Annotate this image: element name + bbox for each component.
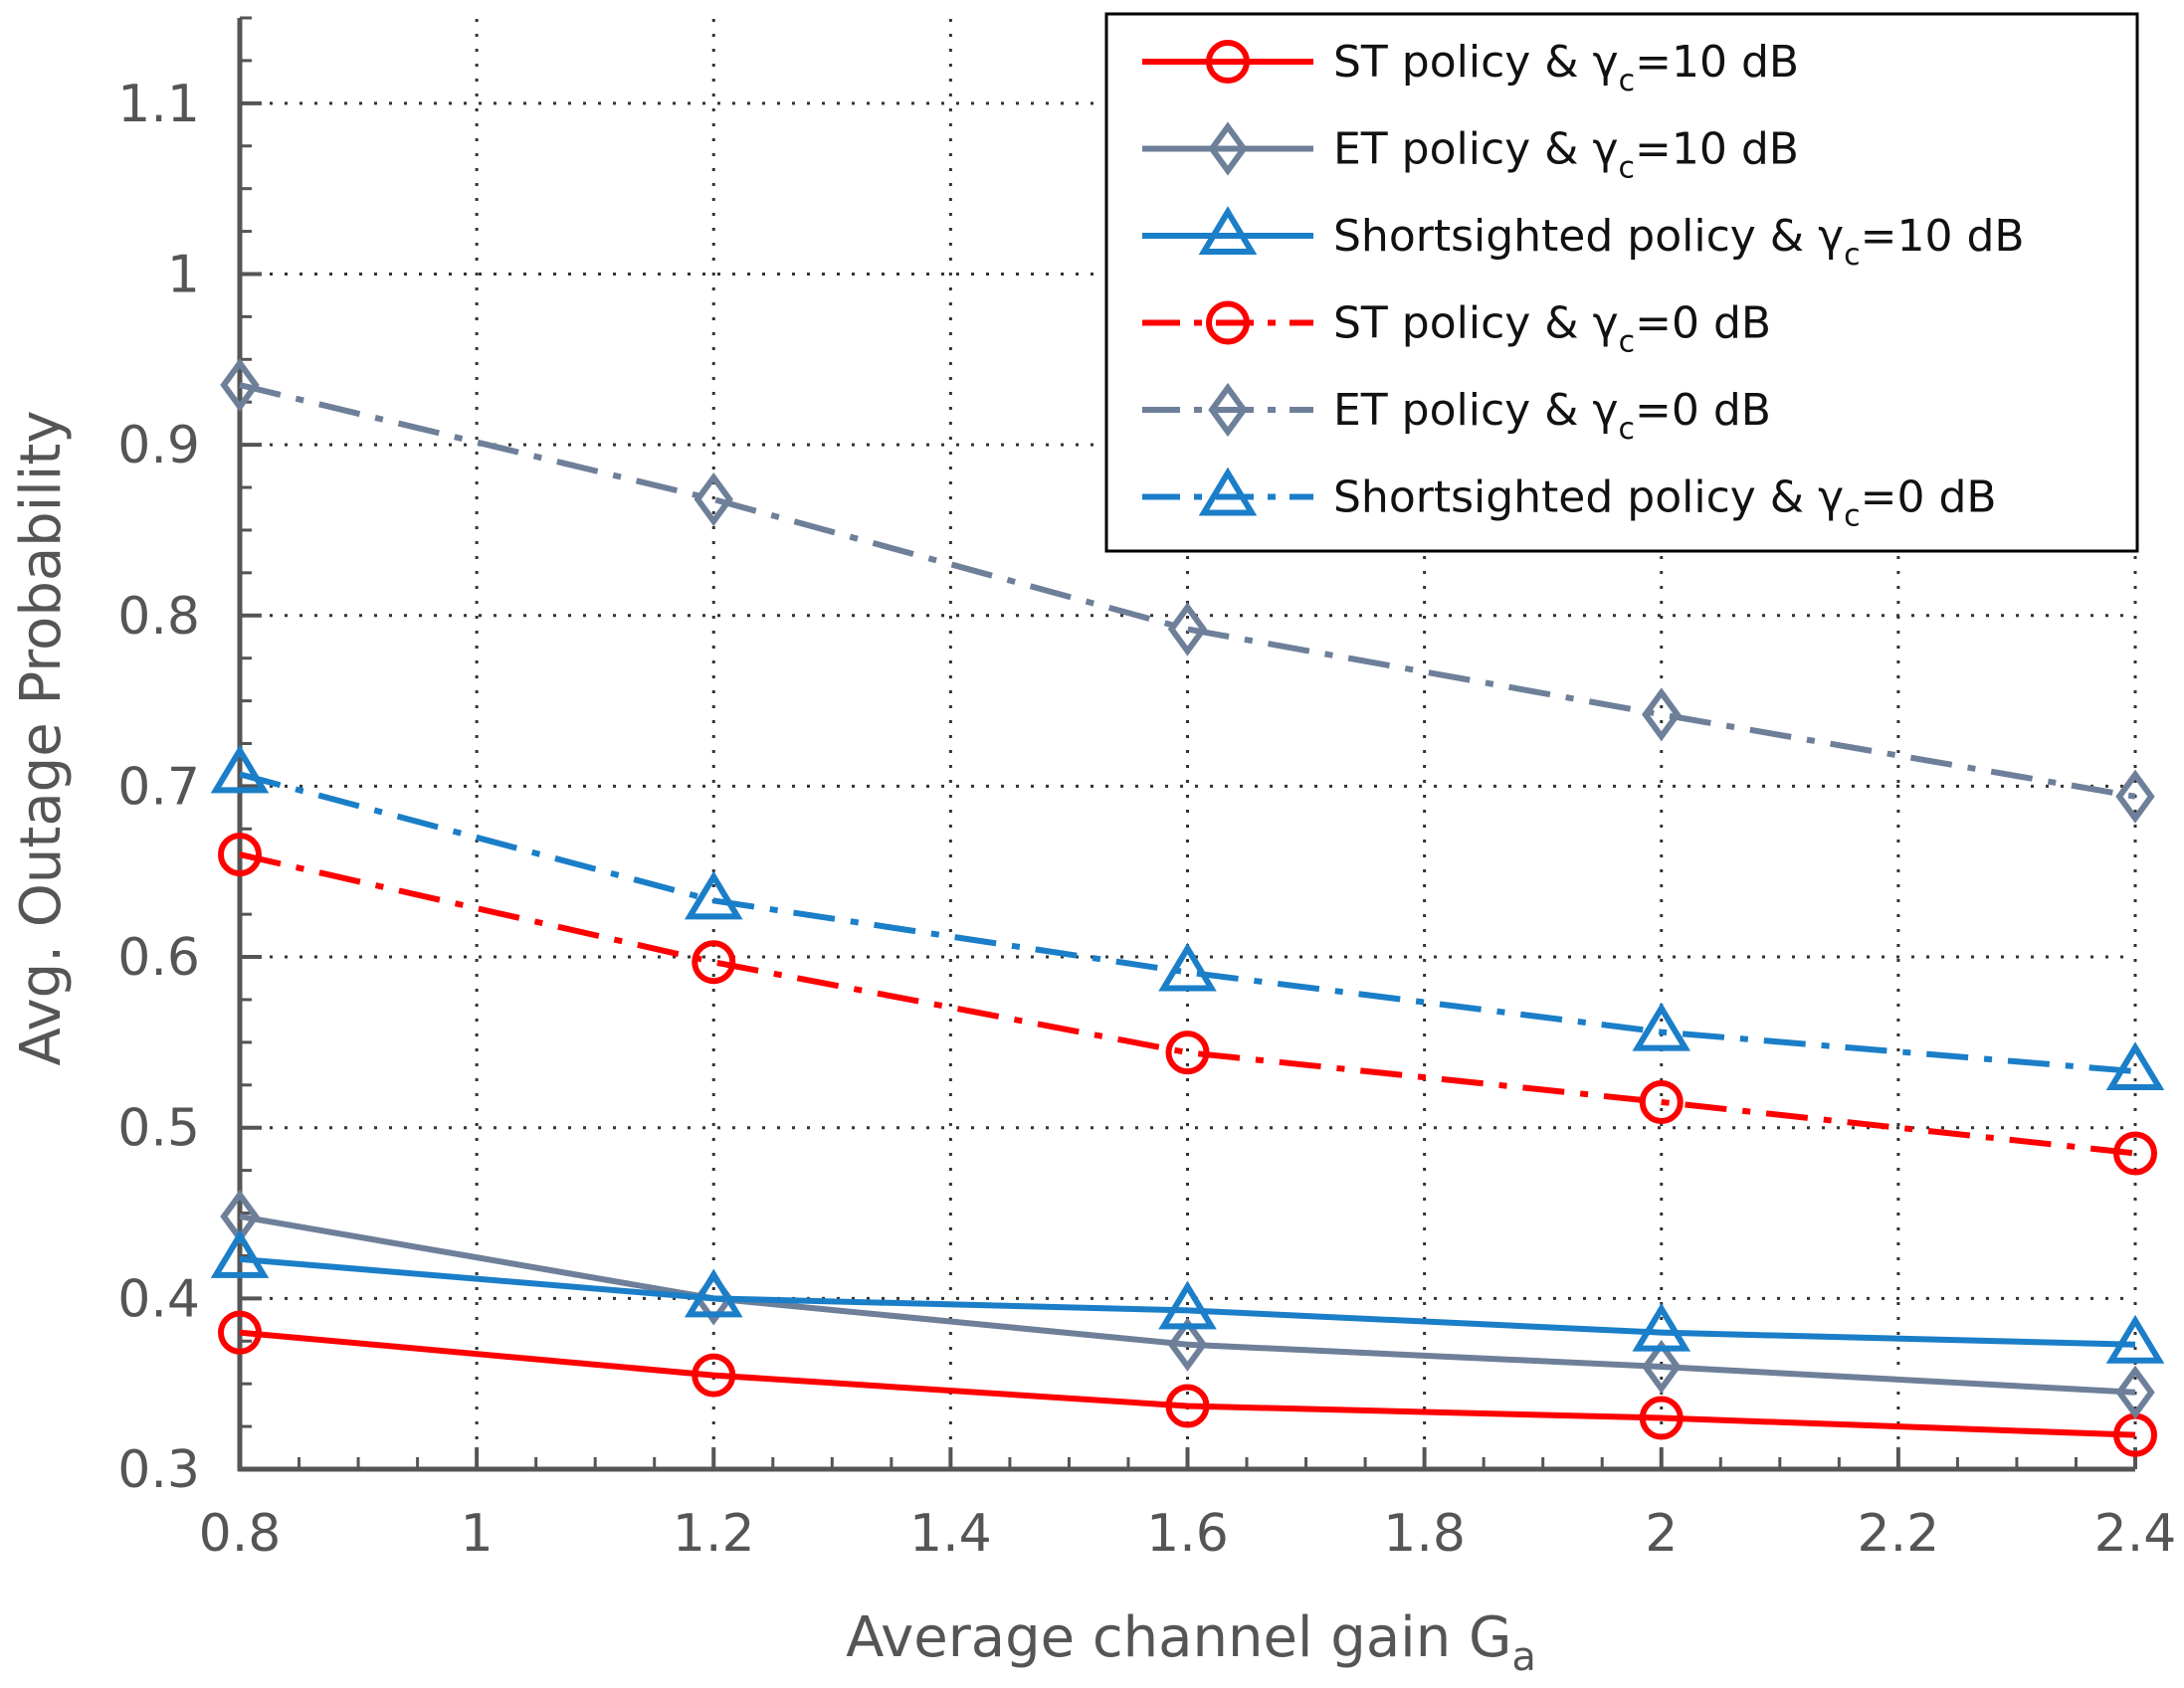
data-series — [210, 357, 2165, 1457]
x-axis-label: Average channel gain Ga — [846, 1605, 1536, 1680]
x-tick-label: 1.2 — [673, 1504, 755, 1564]
data-point — [694, 471, 733, 527]
data-point — [210, 744, 270, 794]
legend-label: ET policy & γc=10 dB — [1333, 124, 1799, 186]
x-tick-label: 2 — [1645, 1504, 1678, 1564]
data-point — [218, 1310, 262, 1355]
legend-label: ST policy & γc=0 dB — [1333, 298, 1771, 360]
data-point — [210, 1229, 270, 1278]
y-tick-label: 0.3 — [117, 1440, 200, 1500]
data-point — [692, 940, 736, 985]
legend-label: ST policy & γc=10 dB — [1333, 37, 1799, 98]
series-line — [239, 1329, 2136, 1438]
legend-marker — [1208, 121, 1248, 176]
series-3 — [210, 1229, 2165, 1364]
data-point — [1639, 1396, 1684, 1440]
x-tick-label: 2.4 — [2094, 1504, 2177, 1564]
series-4 — [218, 833, 2157, 1176]
series-5 — [220, 357, 2155, 824]
series-line — [239, 1255, 2136, 1348]
data-point — [1642, 1339, 1682, 1395]
data-point — [1158, 942, 1217, 992]
data-point — [1632, 1302, 1691, 1352]
legend: ST policy & γc=10 dB ET policy & γc=10 dB… — [1104, 12, 2139, 553]
series-6 — [210, 744, 2165, 1091]
y-tick-label: 0.7 — [117, 757, 200, 817]
series-line — [239, 1214, 2136, 1396]
data-point — [1165, 1384, 1210, 1428]
x-tick-label: 1.8 — [1383, 1504, 1466, 1564]
data-point — [2105, 1041, 2165, 1091]
data-point — [1167, 602, 1208, 656]
data-point — [220, 357, 260, 413]
legend-marker — [1206, 300, 1250, 345]
legend-marker — [1206, 40, 1250, 84]
legend-entry: Shortsighted policy & γc=0 dB — [1142, 467, 1997, 534]
data-point — [684, 1268, 743, 1318]
axes: 0.8 1 1.2 1.4 1.6 1.8 2 2.2 2.4 0.3 0.4 0.5 0.6 0.7 0.… — [117, 16, 2177, 1564]
data-point — [2115, 1365, 2155, 1419]
legend-box — [1104, 12, 2139, 553]
y-tick-label: 1.1 — [117, 75, 200, 134]
legend-entry: ST policy & γc=0 dB — [1142, 298, 1771, 360]
x-tick-label: 1.6 — [1146, 1504, 1229, 1564]
data-point — [1158, 1280, 1217, 1330]
x-tick-label: 1.4 — [909, 1504, 992, 1564]
series-1 — [218, 1310, 2157, 1457]
data-point — [2115, 769, 2155, 824]
legend-label: Shortsighted policy & γc=0 dB — [1333, 472, 1997, 534]
legend-entry: ET policy & γc=10 dB — [1142, 121, 1799, 186]
y-tick-label: 0.9 — [117, 416, 200, 475]
legend-label: Shortsighted policy & γc=10 dB — [1333, 211, 2025, 273]
legend-entry: ET policy & γc=0 dB — [1142, 382, 1771, 447]
x-tick-label: 0.8 — [199, 1504, 282, 1564]
data-point — [2113, 1131, 2157, 1176]
x-tick-label: 2.2 — [1858, 1504, 1940, 1564]
data-point — [684, 870, 743, 920]
y-tick-label: 1 — [167, 245, 200, 304]
data-point — [1165, 1031, 1210, 1075]
y-tick-label: 0.4 — [117, 1269, 200, 1329]
data-point — [1167, 1317, 1208, 1372]
legend-marker — [1208, 382, 1248, 438]
series-line — [239, 771, 2136, 1075]
data-point — [2105, 1314, 2165, 1364]
y-axis-label: Avg. Outage Probability — [9, 411, 74, 1066]
y-tick-label: 0.8 — [117, 587, 200, 647]
data-point — [692, 1353, 736, 1398]
legend-label: ET policy & γc=0 dB — [1333, 385, 1771, 447]
legend-marker — [1198, 467, 1258, 516]
data-point — [1632, 1002, 1691, 1051]
data-point — [1642, 687, 1682, 742]
legend-marker — [1198, 206, 1258, 255]
legend-entry: Shortsighted policy & γc=10 dB — [1142, 206, 2025, 273]
y-tick-label: 0.5 — [117, 1099, 200, 1159]
x-tick-label: 1 — [461, 1504, 494, 1564]
data-point — [1639, 1079, 1684, 1124]
data-point — [218, 833, 262, 877]
y-tick-label: 0.6 — [117, 928, 200, 988]
legend-entry: ST policy & γc=10 dB — [1142, 37, 1799, 98]
